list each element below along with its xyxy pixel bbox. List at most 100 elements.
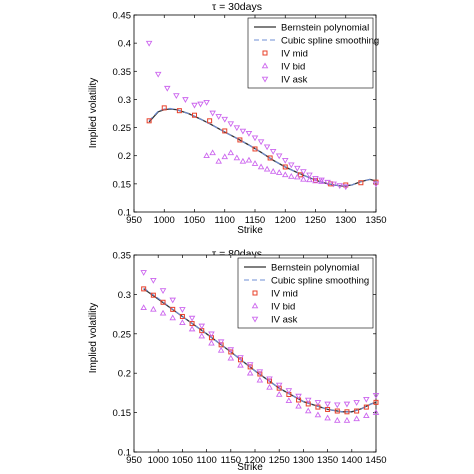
data-point-iv-bid bbox=[233, 154, 241, 161]
y-tick-label: 0.2 bbox=[118, 369, 131, 380]
y-tick-label: 0.15 bbox=[113, 179, 132, 190]
data-point-iv-bid bbox=[221, 153, 229, 160]
x-axis-label: Strike bbox=[237, 225, 263, 236]
data-point-iv-bid bbox=[256, 376, 264, 383]
legend-entry: Cubic spline smoothing bbox=[281, 36, 379, 47]
data-point-iv-mid bbox=[179, 313, 185, 319]
data-point-iv-ask bbox=[256, 369, 264, 376]
data-point-iv-ask bbox=[169, 297, 176, 304]
data-point-iv-mid bbox=[237, 357, 243, 363]
data-point-iv-bid bbox=[159, 309, 167, 316]
data-point-iv-mid bbox=[267, 155, 273, 161]
x-tick-label: 1100 bbox=[215, 215, 235, 226]
data-point-iv-bid bbox=[288, 173, 295, 179]
data-point-iv-ask bbox=[191, 102, 198, 109]
data-point-iv-mid bbox=[160, 299, 166, 305]
x-tick-label: 1150 bbox=[245, 215, 265, 226]
x-tick-label: 1350 bbox=[317, 455, 338, 466]
legend-entry: IV bid bbox=[281, 62, 305, 73]
data-point-iv-mid bbox=[189, 321, 195, 327]
data-point-iv-mid bbox=[267, 378, 273, 384]
data-point-iv-ask bbox=[312, 175, 319, 182]
data-point-iv-ask bbox=[353, 400, 360, 406]
data-point-iv-mid bbox=[170, 306, 176, 312]
legend-entry: IV ask bbox=[281, 75, 308, 86]
data-point-iv-ask bbox=[257, 139, 265, 146]
data-point-iv-ask bbox=[324, 401, 331, 408]
y-tick-label: 0.35 bbox=[113, 67, 132, 78]
data-point-iv-ask bbox=[233, 125, 241, 132]
y-axis-label: Implied volatility bbox=[88, 78, 99, 149]
data-point-iv-mid bbox=[237, 137, 243, 143]
data-point-iv-mid bbox=[325, 406, 331, 412]
data-point-iv-bid bbox=[203, 152, 210, 158]
data-point-iv-ask bbox=[245, 130, 253, 137]
legend-swatch bbox=[261, 76, 269, 83]
data-point-iv-ask bbox=[217, 339, 225, 346]
data-point-iv-mid bbox=[228, 349, 234, 355]
data-point-iv-ask bbox=[300, 169, 307, 175]
data-point-iv-bid bbox=[300, 175, 307, 182]
data-point-iv-ask bbox=[304, 397, 312, 404]
series-line-cubic-spline bbox=[148, 107, 377, 187]
legend: Bernstein polynomial Cubic spline smoothi… bbox=[247, 17, 379, 89]
x-tick-label: 950 bbox=[126, 455, 142, 466]
data-point-iv-ask bbox=[203, 99, 210, 106]
chart-panel-30days: τ = 30days Strike Implied volatility 950… bbox=[88, 1, 387, 236]
data-point-iv-bid bbox=[245, 156, 253, 163]
data-point-iv-bid bbox=[285, 397, 293, 404]
data-point-iv-mid bbox=[146, 118, 152, 124]
y-tick-label: 0.35 bbox=[113, 251, 132, 262]
data-point-iv-ask bbox=[336, 183, 343, 190]
data-point-iv-ask bbox=[150, 277, 157, 284]
data-point-iv-mid bbox=[161, 105, 167, 111]
data-point-iv-mid bbox=[344, 409, 350, 415]
data-point-iv-bid bbox=[304, 407, 312, 414]
data-point-iv-bid bbox=[169, 314, 176, 321]
x-tick-label: 1150 bbox=[221, 455, 241, 466]
data-point-iv-ask bbox=[198, 323, 206, 330]
data-point-iv-ask bbox=[227, 121, 235, 128]
data-point-iv-ask bbox=[140, 270, 147, 276]
data-point-iv-bid bbox=[334, 416, 341, 423]
data-point-iv-bid bbox=[217, 346, 225, 353]
data-point-iv-ask bbox=[269, 148, 277, 155]
data-point-iv-ask bbox=[285, 388, 293, 395]
y-tick-label: 0.25 bbox=[113, 123, 132, 134]
data-point-iv-ask bbox=[237, 355, 244, 361]
data-point-iv-mid bbox=[373, 399, 379, 405]
data-point-iv-mid bbox=[207, 118, 213, 124]
legend-swatch bbox=[262, 50, 268, 56]
chart-title: τ = 30days bbox=[212, 1, 262, 13]
y-tick-label: 0.3 bbox=[118, 290, 131, 301]
x-tick-label: 1050 bbox=[184, 215, 205, 226]
x-tick-label: 1300 bbox=[335, 215, 356, 226]
data-point-iv-ask bbox=[208, 331, 215, 338]
data-point-iv-ask bbox=[306, 172, 313, 179]
data-point-iv-bid bbox=[215, 157, 222, 164]
data-point-iv-ask bbox=[343, 401, 351, 408]
data-point-iv-bid bbox=[314, 411, 322, 418]
legend-swatch bbox=[251, 302, 259, 309]
y-tick-label: 0.25 bbox=[113, 329, 132, 340]
data-point-iv-bid bbox=[209, 149, 216, 156]
data-point-iv-ask bbox=[209, 110, 216, 117]
data-point-iv-ask bbox=[324, 179, 331, 186]
data-point-iv-ask bbox=[314, 400, 322, 406]
data-point-iv-ask bbox=[275, 382, 283, 389]
legend-entry: Bernstein polynomial bbox=[271, 263, 359, 274]
data-point-iv-mid bbox=[247, 364, 253, 370]
y-tick-label: 0.1 bbox=[118, 448, 131, 459]
data-point-iv-mid bbox=[334, 408, 340, 414]
data-point-iv-bid bbox=[275, 390, 283, 397]
x-tick-label: 1200 bbox=[244, 455, 265, 466]
x-tick-label: 1350 bbox=[365, 215, 386, 226]
data-point-iv-mid bbox=[192, 112, 197, 118]
y-tick-label: 0.4 bbox=[118, 39, 131, 50]
x-tick-label: 1000 bbox=[148, 455, 169, 466]
legend-swatch bbox=[261, 62, 269, 69]
data-point-iv-bid bbox=[198, 332, 206, 339]
y-tick-label: 0.1 bbox=[118, 208, 131, 219]
data-point-iv-bid bbox=[251, 160, 259, 166]
chart-panel-80days: τ = 80days Strike Implied volatility 950… bbox=[88, 248, 387, 473]
